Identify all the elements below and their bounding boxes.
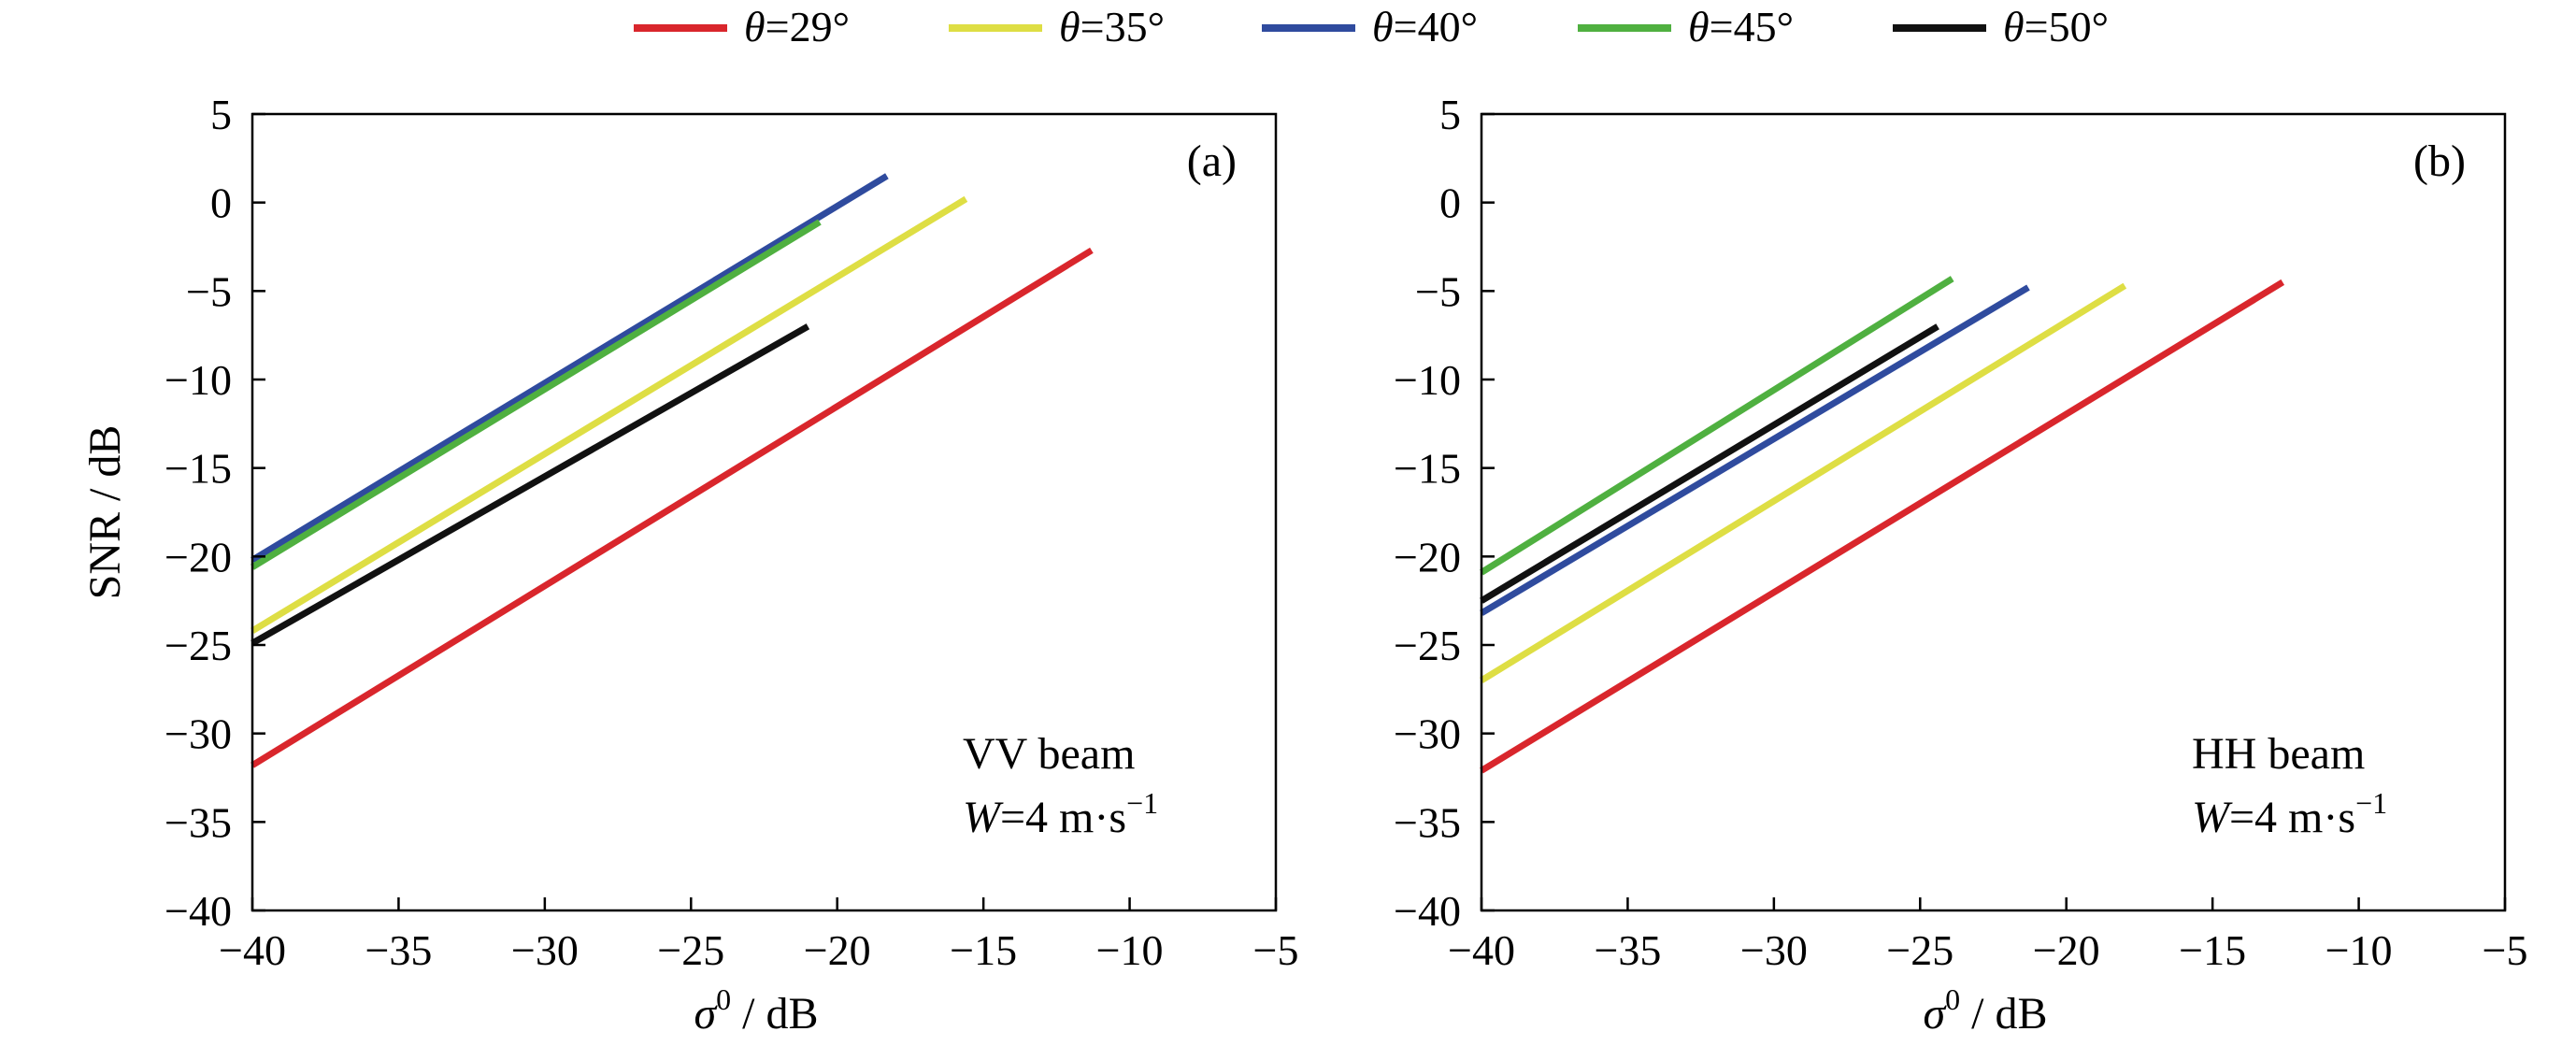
y-tick-label: −5 [1415, 267, 1461, 315]
legend-theta: θ [2003, 3, 2025, 50]
y-tick-label: −30 [1394, 710, 1461, 758]
y-tick-label: 0 [210, 179, 232, 227]
wind-value: =4 m·s [1000, 793, 1126, 842]
x-tick-label: −15 [2179, 926, 2246, 974]
y-tick-label: −10 [165, 356, 232, 404]
y-tick-label: 0 [1439, 179, 1461, 227]
x-axis-superscript: 0 [716, 982, 731, 1016]
series-line-0 [1480, 279, 2285, 774]
wind-var: W [2192, 793, 2233, 842]
series-line-3 [250, 219, 822, 570]
wind-speed-label: W=4 m·s−1 [2192, 786, 2387, 842]
y-tick-label: 5 [210, 91, 232, 138]
legend-value: 45° [1734, 3, 1794, 50]
wind-unit-exponent: −1 [2355, 786, 2387, 820]
series-line-1 [250, 195, 968, 634]
wind-value: =4 m·s [2229, 793, 2355, 842]
legend-value: 50° [2049, 3, 2109, 50]
series-line-2 [250, 173, 889, 564]
x-axis-symbol: σ [694, 989, 719, 1039]
plot-frame [1480, 112, 2507, 912]
y-tick-label: −20 [165, 533, 232, 580]
legend-equals: = [1710, 3, 1734, 50]
y-tick-label: −40 [165, 887, 232, 935]
x-axis-unit: / dB [1960, 989, 2047, 1039]
panel-b: −40 −35 −30 −25 −20 −15 −10 −550−5−10−15−20−25−… [1394, 91, 2527, 1039]
y-tick-label: −25 [165, 622, 232, 669]
y-tick-label: −20 [1394, 533, 1461, 580]
legend-label-0: θ=29° [744, 3, 850, 50]
legend-theta: θ [1688, 3, 1710, 50]
x-tick-label: −5 [1253, 926, 1299, 974]
legend-theta: θ [1372, 3, 1394, 50]
y-tick-label: −40 [1394, 887, 1461, 935]
y-tick-label: −35 [165, 798, 232, 846]
legend-theta: θ [1059, 3, 1080, 50]
legend-label-2: θ=40° [1372, 3, 1478, 50]
x-tick-label: −40 [1448, 926, 1515, 974]
y-tick-label: −35 [1394, 798, 1461, 846]
y-tick-label: −25 [1394, 622, 1461, 669]
series-line-1 [1480, 282, 2127, 683]
series-line-4 [250, 323, 810, 647]
legend-value: 40° [1418, 3, 1478, 50]
legend-value: 35° [1105, 3, 1165, 50]
y-tick-label: −30 [165, 710, 232, 758]
wind-speed-label: W=4 m·s−1 [963, 786, 1158, 842]
legend: θ=29° θ=35° θ=40° θ=45° θ=50° [634, 3, 2109, 50]
y-tick-label: −15 [1394, 445, 1461, 493]
y-tick-label: −5 [186, 267, 232, 315]
panel-label: (b) [2413, 136, 2466, 186]
y-tick-label: −15 [165, 445, 232, 493]
x-tick-label: −35 [1594, 926, 1661, 974]
series-line-0 [250, 247, 1094, 768]
legend-equals: = [2025, 3, 2049, 50]
wind-var: W [963, 793, 1004, 842]
x-tick-label: −10 [2326, 926, 2393, 974]
y-tick-label: 5 [1439, 91, 1461, 138]
beam-label: HH beam [2192, 729, 2365, 779]
x-tick-label: −25 [1886, 926, 1953, 974]
x-tick-label: −10 [1096, 926, 1164, 974]
legend-theta: θ [744, 3, 766, 50]
x-tick-label: −40 [219, 926, 286, 974]
panel-a: −40 −35 −30 −25 −20 −15 −10 −550−5−10−15−20−25−… [80, 91, 1298, 1039]
x-tick-label: −15 [950, 926, 1017, 974]
x-tick-label: −30 [1740, 926, 1808, 974]
x-axis-unit: / dB [731, 989, 818, 1039]
beam-label: VV beam [963, 729, 1135, 779]
y-axis-label: SNR / dB [80, 425, 130, 600]
legend-value: 29° [790, 3, 850, 50]
legend-equals: = [1394, 3, 1418, 50]
panel-label: (a) [1187, 136, 1237, 186]
series-line-3 [1480, 276, 1954, 576]
series-line-4 [1480, 323, 1939, 604]
series-line-2 [1480, 284, 2030, 616]
legend-equals: = [1080, 3, 1105, 50]
x-tick-label: −25 [657, 926, 724, 974]
plot-frame [250, 112, 1278, 912]
x-tick-label: −5 [2483, 926, 2528, 974]
legend-label-4: θ=50° [2003, 3, 2109, 50]
x-tick-label: −20 [804, 926, 871, 974]
wind-unit-exponent: −1 [1126, 786, 1158, 820]
legend-equals: = [766, 3, 790, 50]
y-tick-label: −10 [1394, 356, 1461, 404]
legend-label-1: θ=35° [1059, 3, 1165, 50]
legend-label-3: θ=45° [1688, 3, 1794, 50]
x-axis-label: σ0 / dB [694, 982, 819, 1039]
x-tick-label: −30 [511, 926, 579, 974]
x-axis-superscript: 0 [1945, 982, 1960, 1016]
x-axis-symbol: σ [1924, 989, 1948, 1039]
x-axis-label: σ0 / dB [1924, 982, 2048, 1039]
x-tick-label: −35 [365, 926, 432, 974]
x-tick-label: −20 [2033, 926, 2100, 974]
